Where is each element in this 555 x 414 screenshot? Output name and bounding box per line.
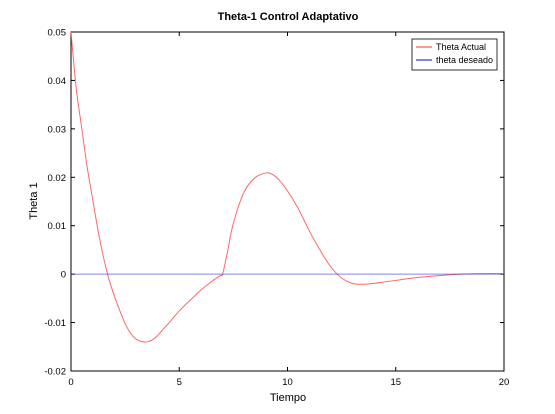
x-tick-label: 20	[499, 377, 510, 388]
x-tick-label: 15	[390, 377, 401, 388]
x-tick-label: 5	[177, 377, 182, 388]
y-tick-label: 0	[61, 270, 66, 281]
x-axis-label: Tiempo	[270, 392, 306, 404]
legend: Theta Actual theta deseado	[411, 38, 498, 71]
y-tick-label: -0.02	[44, 367, 66, 378]
y-tick-label: 0.03	[48, 124, 67, 135]
y-tick-label: 0.05	[48, 28, 67, 39]
y-tick-label: 0.04	[48, 76, 67, 87]
y-tick-label: 0.01	[48, 221, 67, 232]
x-tick-label: 10	[282, 377, 293, 388]
x-tick-label: 0	[68, 377, 73, 388]
legend-label: theta deseado	[436, 55, 493, 65]
series-group	[70, 31, 505, 343]
chart-title: Theta-1 Control Adaptativo	[218, 11, 359, 23]
y-tick-label: -0.01	[44, 318, 66, 329]
theta-actual-line	[70, 31, 505, 343]
legend-label: Theta Actual	[436, 42, 486, 52]
y-axis-label: Theta 1	[28, 182, 40, 219]
axis-ticks: 0 5 10 15 20 -0.02 -0.01 0 0.01 0.02 0.03 0.04 0.05	[44, 28, 509, 389]
legend-box	[411, 38, 498, 71]
y-tick-label: 0.02	[48, 173, 67, 184]
